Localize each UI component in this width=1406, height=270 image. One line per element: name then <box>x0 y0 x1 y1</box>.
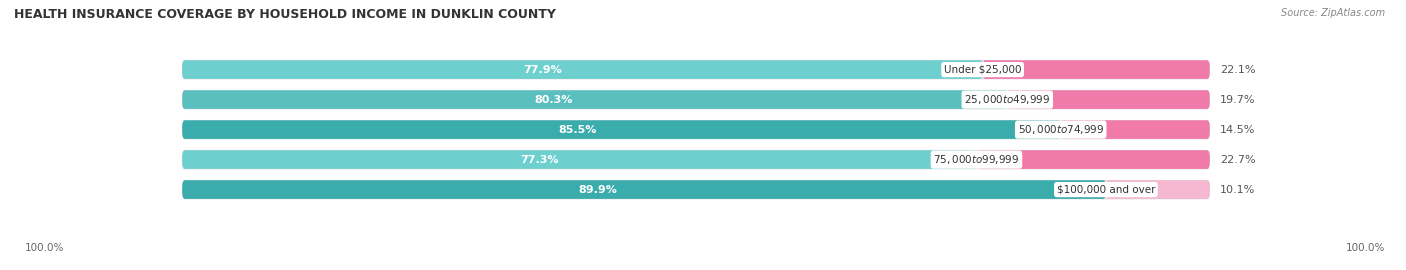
Text: HEALTH INSURANCE COVERAGE BY HOUSEHOLD INCOME IN DUNKLIN COUNTY: HEALTH INSURANCE COVERAGE BY HOUSEHOLD I… <box>14 8 555 21</box>
Text: 85.5%: 85.5% <box>558 124 596 135</box>
Text: 14.5%: 14.5% <box>1220 124 1256 135</box>
Text: 100.0%: 100.0% <box>1346 243 1385 254</box>
FancyBboxPatch shape <box>183 90 1209 109</box>
Text: 77.9%: 77.9% <box>523 65 562 75</box>
FancyBboxPatch shape <box>1007 90 1209 109</box>
FancyBboxPatch shape <box>183 60 983 79</box>
FancyBboxPatch shape <box>1107 180 1209 199</box>
Text: $100,000 and over: $100,000 and over <box>1057 185 1156 195</box>
Text: 80.3%: 80.3% <box>534 94 572 104</box>
FancyBboxPatch shape <box>183 120 1060 139</box>
FancyBboxPatch shape <box>183 180 1209 199</box>
Text: 77.3%: 77.3% <box>520 155 560 165</box>
Text: $25,000 to $49,999: $25,000 to $49,999 <box>965 93 1050 106</box>
Text: 100.0%: 100.0% <box>25 243 65 254</box>
Text: 22.1%: 22.1% <box>1220 65 1256 75</box>
FancyBboxPatch shape <box>977 150 1209 169</box>
Text: $75,000 to $99,999: $75,000 to $99,999 <box>934 153 1019 166</box>
Text: $50,000 to $74,999: $50,000 to $74,999 <box>1018 123 1104 136</box>
FancyBboxPatch shape <box>183 60 1209 79</box>
Text: Under $25,000: Under $25,000 <box>943 65 1021 75</box>
Text: Source: ZipAtlas.com: Source: ZipAtlas.com <box>1281 8 1385 18</box>
FancyBboxPatch shape <box>183 90 1007 109</box>
Text: 19.7%: 19.7% <box>1220 94 1256 104</box>
FancyBboxPatch shape <box>1060 120 1209 139</box>
Text: 89.9%: 89.9% <box>578 185 617 195</box>
Text: 22.7%: 22.7% <box>1220 155 1256 165</box>
FancyBboxPatch shape <box>183 150 977 169</box>
FancyBboxPatch shape <box>183 150 1209 169</box>
FancyBboxPatch shape <box>183 180 1107 199</box>
FancyBboxPatch shape <box>183 120 1209 139</box>
Text: 10.1%: 10.1% <box>1220 185 1256 195</box>
FancyBboxPatch shape <box>983 60 1209 79</box>
